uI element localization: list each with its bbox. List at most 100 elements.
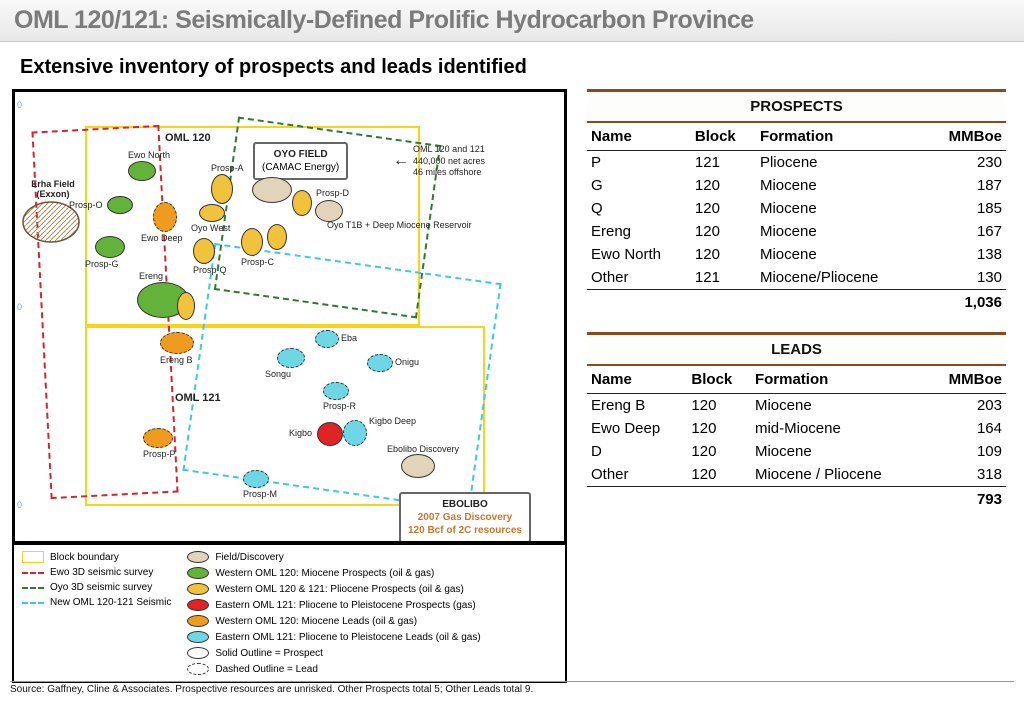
prospect-label: Prosp-R: [323, 401, 356, 411]
table-row: Ewo Deep120mid-Miocene164: [587, 417, 1006, 440]
total-value: 793: [926, 487, 1006, 512]
table-prospects-title: PROSPECTS: [587, 89, 1006, 123]
prospect-shape: [252, 177, 292, 203]
legend-item: Field/Discovery: [187, 551, 480, 563]
meta-l2: 440,000 net acres: [413, 156, 485, 168]
legend-label: New OML 120-121 Seismic: [50, 597, 171, 608]
cell: G: [587, 174, 691, 197]
col-header: Formation: [751, 366, 926, 394]
new-seismic: [182, 243, 501, 511]
label-oyo-reservoir: Oyo T1B + Deep Miocene Reservoir: [327, 220, 472, 230]
legend-item: Western OML 120 & 121: Pliocene Prospect…: [187, 583, 480, 595]
prospect-shape: [95, 236, 125, 258]
col-header: Block: [687, 366, 751, 394]
cell: 120: [691, 220, 756, 243]
meta-l3: 46 miles offshore: [413, 167, 485, 179]
prospect-shape: [107, 196, 133, 214]
cell: Ewo North: [587, 243, 691, 266]
total-row: 1,036: [587, 290, 1006, 315]
subtitle: Extensive inventory of prospects and lea…: [0, 42, 1024, 89]
prospect-shape: [367, 354, 393, 372]
label-ebolibo-disc: Ebolibo Discovery: [387, 444, 459, 454]
table-leads-title: LEADS: [587, 332, 1006, 366]
axis-tick: 0: [17, 302, 22, 312]
legend-label: Oyo 3D seismic survey: [50, 582, 152, 593]
cell: 230: [924, 151, 1006, 175]
label-erha: Erha Field(Exxon): [23, 180, 83, 200]
callout-ebolibo-sub1: 2007 Gas Discovery: [408, 511, 522, 524]
legend-item: Solid Outline = Prospect: [187, 647, 480, 659]
legend-item: Ewo 3D seismic survey: [22, 567, 171, 578]
callout-oyo-sub: (CAMAC Energy): [262, 161, 339, 174]
legend-swatch: [187, 631, 209, 643]
legend-label: Solid Outline = Prospect: [215, 648, 323, 659]
legend-swatch: [22, 551, 44, 563]
cell: P: [587, 151, 691, 175]
cell: 130: [924, 266, 1006, 290]
prospect-shape: [128, 161, 156, 181]
col-header: MMBoe: [926, 366, 1006, 394]
col-header: Name: [587, 123, 691, 151]
cell: Ereng: [587, 220, 691, 243]
legend-item: Western OML 120: Miocene Prospects (oil …: [187, 567, 480, 579]
prospect-label: Prosp-O: [69, 200, 103, 210]
cell: Other: [587, 266, 691, 290]
cell: 167: [924, 220, 1006, 243]
cell: Q: [587, 197, 691, 220]
cell: 121: [691, 266, 756, 290]
prospect-label: Oyo West: [191, 223, 230, 233]
col-header: Block: [691, 123, 756, 151]
legend-item: Western OML 120: Miocene Leads (oil & ga…: [187, 615, 480, 627]
col-header: MMBoe: [924, 123, 1006, 151]
callout-oyo-title: OYO FIELD: [262, 148, 339, 161]
prospect-shape: [153, 202, 177, 232]
prospect-label: Prosp-G: [85, 259, 119, 269]
source-note: Source: Gaffney, Cline & Associates. Pro…: [10, 684, 533, 695]
cell: Miocene: [756, 197, 924, 220]
prospect-shape: [199, 204, 225, 222]
legend-swatch: [22, 587, 44, 589]
table-row: Ewo North120Miocene138: [587, 243, 1006, 266]
cell: 120: [691, 174, 756, 197]
cell: 185: [924, 197, 1006, 220]
table-row: Ereng B120Miocene203: [587, 394, 1006, 418]
legend-swatch: [22, 602, 44, 604]
table-row: Ereng120Miocene167: [587, 220, 1006, 243]
cell: D: [587, 440, 687, 463]
legend-label: Western OML 120: Miocene Leads (oil & ga…: [215, 616, 417, 627]
cell: Miocene/Pliocene: [756, 266, 924, 290]
col-header: Formation: [756, 123, 924, 151]
cell: 120: [691, 197, 756, 220]
prospect-label: Ewo North: [128, 150, 170, 160]
cell: 121: [691, 151, 756, 175]
legend-swatch: [187, 599, 209, 611]
cell: 109: [926, 440, 1006, 463]
cell: Miocene: [751, 440, 926, 463]
prospect-label: Kigbo Deep: [369, 416, 416, 426]
page-title: OML 120/121: Seismically-Defined Prolifi…: [14, 6, 1010, 35]
table-leads: LEADS NameBlockFormationMMBoeEreng B120M…: [587, 332, 1006, 511]
prospect-label: Ereng: [139, 271, 163, 281]
table-row: P121Pliocene230: [587, 151, 1006, 175]
table-row: Q120Miocene185: [587, 197, 1006, 220]
prospect-label: Prosp-P: [143, 449, 176, 459]
prospect-label: Eba: [341, 333, 357, 343]
cell: 120: [687, 440, 751, 463]
prospect-label: Prosp-C: [241, 257, 274, 267]
callout-ebolibo: EBOLIBO 2007 Gas Discovery 120 Bcf of 2C…: [399, 492, 531, 543]
cell: Pliocene: [756, 151, 924, 175]
prospect-label: Prosp-Q: [193, 265, 227, 275]
cell: Miocene: [756, 243, 924, 266]
total-value: 1,036: [924, 290, 1006, 315]
meta-lines: OML 120 and 121 440,000 net acres 46 mil…: [413, 144, 485, 179]
prospect-shape: [177, 292, 195, 320]
legend-swatch: [22, 572, 44, 574]
table-prospects: PROSPECTS NameBlockFormationMMBoeP121Pli…: [587, 89, 1006, 314]
table-prospects-grid: NameBlockFormationMMBoeP121Pliocene230G1…: [587, 123, 1006, 314]
prospect-shape: [241, 228, 263, 256]
cell: mid-Miocene: [751, 417, 926, 440]
cell: Ereng B: [587, 394, 687, 418]
cell: 203: [926, 394, 1006, 418]
label-oml121: OML 121: [175, 392, 221, 404]
cell: Miocene: [751, 394, 926, 418]
